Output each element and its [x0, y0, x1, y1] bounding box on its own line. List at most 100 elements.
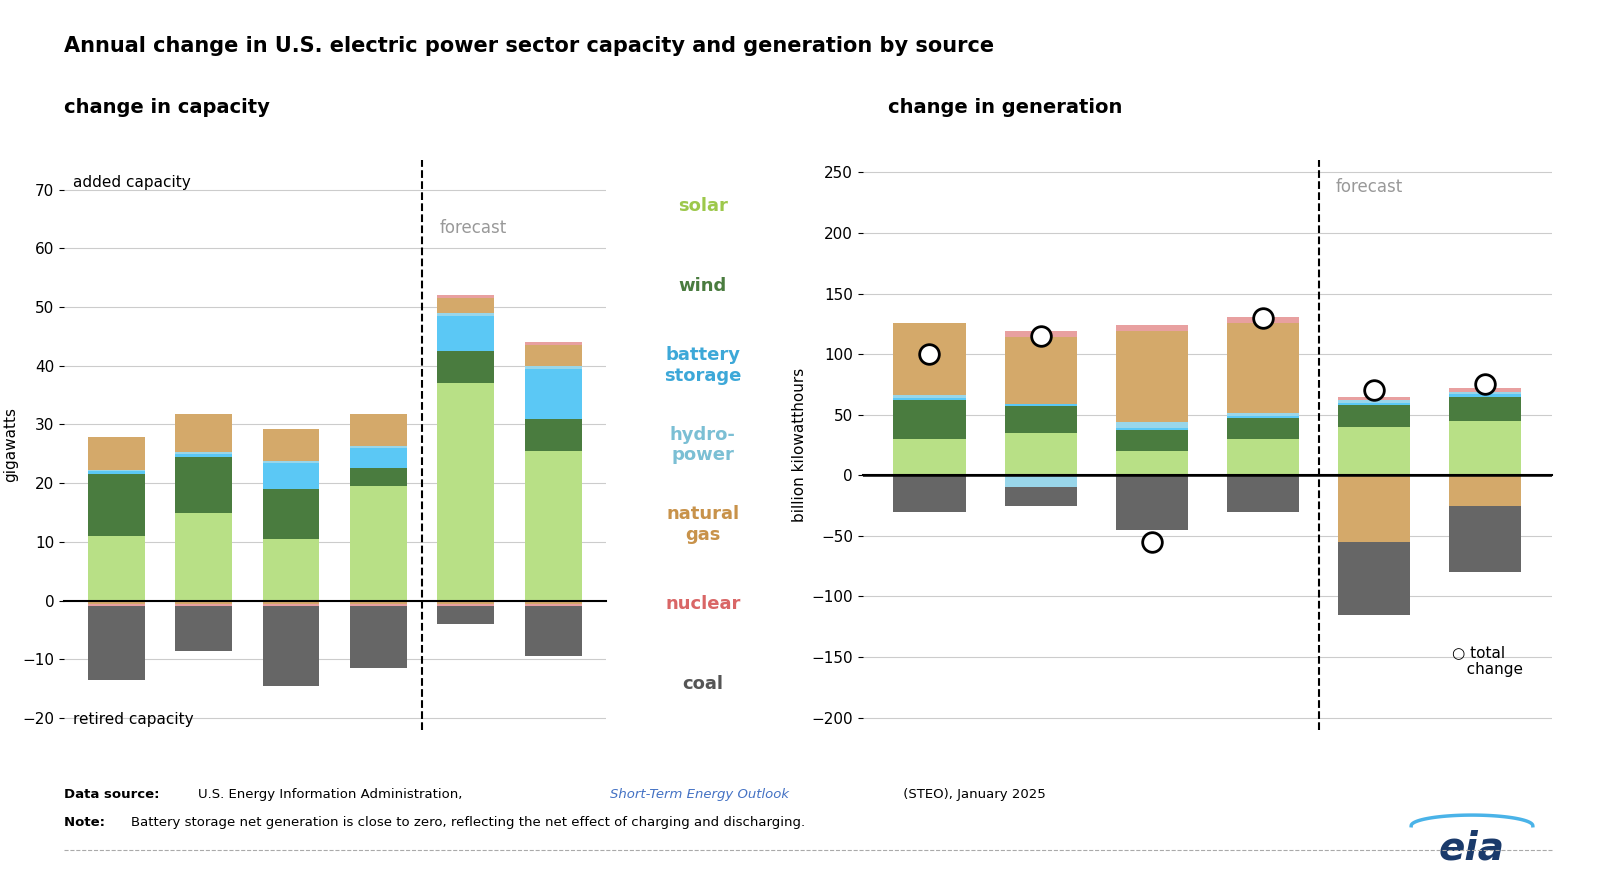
Point — [1250, 311, 1275, 325]
Text: coal: coal — [682, 676, 723, 693]
Text: forecast: forecast — [440, 219, 507, 237]
Bar — [893, 439, 965, 475]
Bar — [1005, 406, 1077, 433]
Point — [1139, 535, 1165, 549]
Text: battery
storage: battery storage — [664, 346, 741, 384]
Bar — [176, 457, 232, 513]
Bar — [893, 322, 965, 395]
Text: forecast: forecast — [1336, 178, 1403, 197]
Bar — [1450, 397, 1522, 421]
Bar — [437, 603, 494, 606]
Text: (STEO), January 2025: (STEO), January 2025 — [899, 788, 1046, 801]
Text: wind: wind — [678, 277, 726, 295]
Bar — [1450, 388, 1522, 392]
Bar — [176, 603, 232, 606]
Bar — [350, 414, 406, 446]
Bar — [262, 606, 320, 686]
Bar — [1115, 431, 1187, 451]
Bar — [1338, 542, 1410, 615]
Bar — [525, 606, 581, 657]
Bar — [350, 468, 406, 486]
Bar — [350, 446, 406, 448]
Text: Battery storage net generation is close to zero, reflecting the net effect of ch: Battery storage net generation is close … — [131, 816, 805, 829]
Bar — [1005, 433, 1077, 475]
Bar — [1227, 439, 1299, 475]
Bar — [525, 343, 581, 345]
Bar — [88, 474, 144, 536]
Bar — [893, 400, 965, 439]
Text: natural
gas: natural gas — [666, 506, 739, 544]
Y-axis label: billion kilowatthours: billion kilowatthours — [792, 368, 808, 522]
Bar — [350, 601, 406, 603]
Text: Data source:: Data source: — [64, 788, 165, 801]
Text: retired capacity: retired capacity — [72, 712, 194, 727]
Point — [1027, 328, 1053, 343]
Bar — [1450, 394, 1522, 397]
Bar — [262, 461, 320, 463]
Bar — [1227, 414, 1299, 416]
Bar — [88, 601, 144, 603]
Bar — [176, 452, 232, 454]
Bar — [88, 536, 144, 601]
Bar — [437, 601, 494, 603]
Bar — [437, 606, 494, 624]
Bar — [1227, 322, 1299, 414]
Bar — [350, 606, 406, 668]
Bar — [262, 601, 320, 603]
Bar — [893, 475, 965, 512]
Text: nuclear: nuclear — [666, 595, 741, 613]
Bar — [262, 463, 320, 489]
Bar — [176, 513, 232, 601]
Bar — [1338, 405, 1410, 427]
Bar — [437, 295, 494, 298]
Bar — [437, 316, 494, 351]
Text: ○ total
   change: ○ total change — [1451, 645, 1523, 677]
Text: eia: eia — [1438, 829, 1506, 867]
Text: U.S. Energy Information Administration,: U.S. Energy Information Administration, — [198, 788, 467, 801]
Bar — [525, 366, 581, 368]
Bar — [437, 384, 494, 601]
Bar — [350, 486, 406, 601]
Bar — [350, 603, 406, 606]
Bar — [525, 368, 581, 418]
Bar — [525, 601, 581, 603]
Bar — [1338, 402, 1410, 405]
Bar — [88, 606, 144, 680]
Bar — [1115, 428, 1187, 431]
Bar — [1005, 331, 1077, 337]
Bar — [1227, 475, 1299, 512]
Bar — [176, 454, 232, 457]
Bar — [1227, 416, 1299, 418]
Bar — [176, 601, 232, 603]
Bar — [1227, 418, 1299, 439]
Point — [917, 347, 942, 361]
Text: Annual change in U.S. electric power sector capacity and generation by source: Annual change in U.S. electric power sec… — [64, 36, 994, 55]
Bar — [262, 603, 320, 606]
Bar — [893, 398, 965, 400]
Bar — [1005, 404, 1077, 406]
Text: Short-Term Energy Outlook: Short-Term Energy Outlook — [610, 788, 789, 801]
Bar — [1115, 422, 1187, 428]
Bar — [262, 539, 320, 601]
Bar — [525, 451, 581, 601]
Text: change in capacity: change in capacity — [64, 98, 270, 117]
Bar — [262, 489, 320, 539]
Bar — [1005, 475, 1077, 488]
Text: Note:: Note: — [64, 816, 110, 829]
Point — [1362, 384, 1387, 398]
Bar — [88, 437, 144, 470]
Bar — [525, 345, 581, 366]
Bar — [176, 414, 232, 452]
Bar — [1338, 397, 1410, 400]
Bar — [262, 429, 320, 461]
Bar — [1227, 317, 1299, 322]
Bar — [88, 472, 144, 474]
Point — [1472, 377, 1498, 392]
Bar — [1115, 451, 1187, 475]
Y-axis label: gigawatts: gigawatts — [3, 408, 18, 482]
Text: added capacity: added capacity — [72, 174, 190, 190]
Bar — [1115, 331, 1187, 422]
Text: hydro-
power: hydro- power — [670, 425, 736, 465]
Bar — [1450, 392, 1522, 394]
Bar — [1450, 421, 1522, 475]
